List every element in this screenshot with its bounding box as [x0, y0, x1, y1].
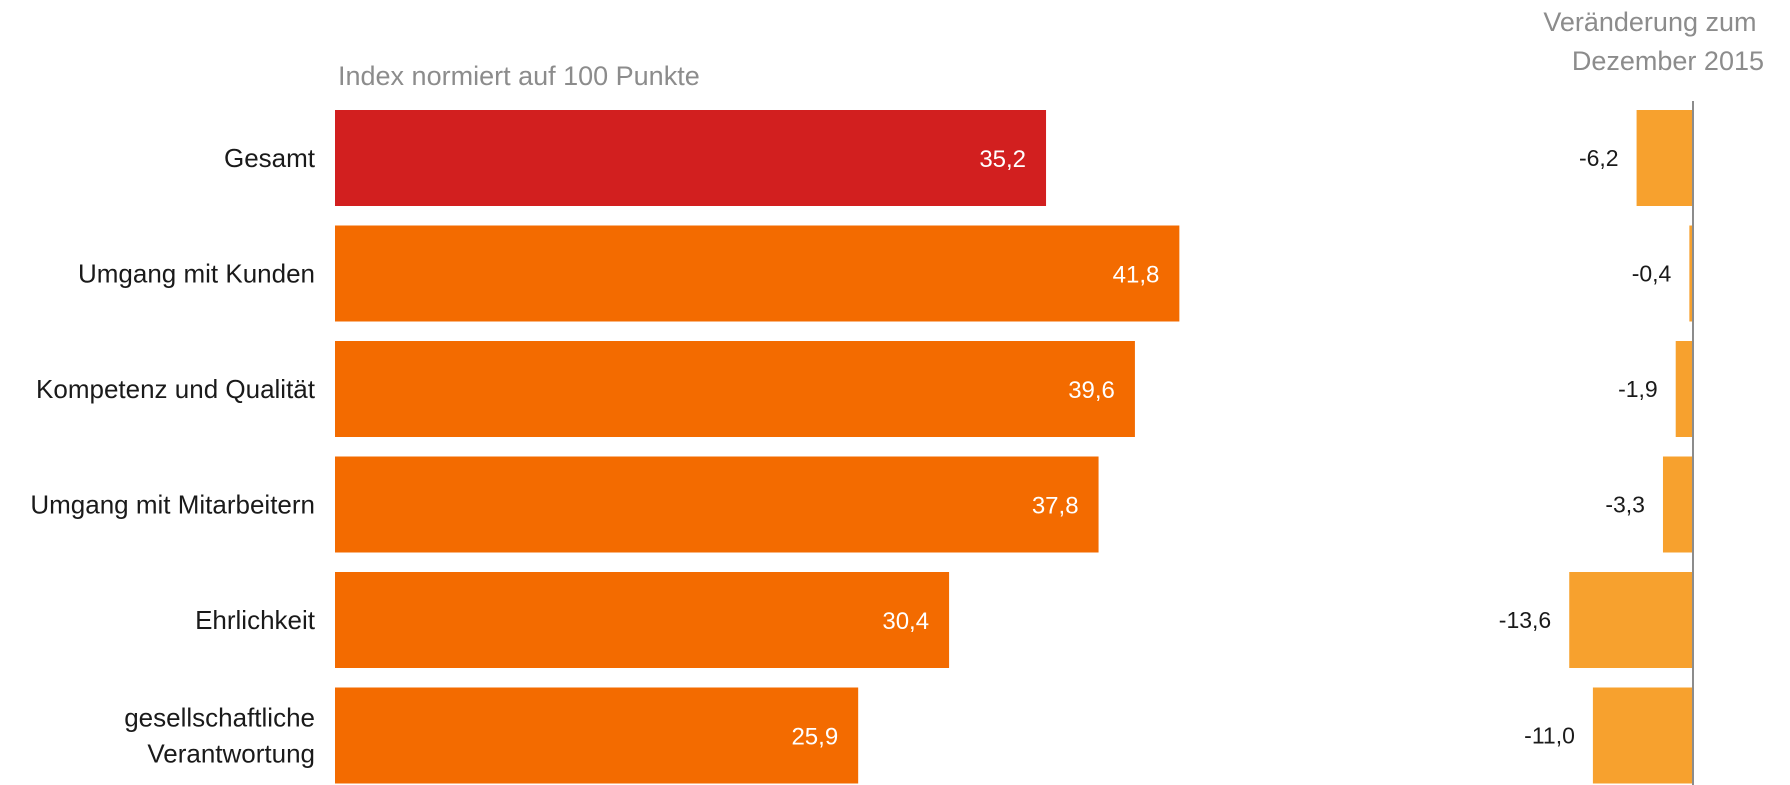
value-label-4: 30,4	[882, 608, 929, 635]
bar-0	[335, 110, 1047, 206]
change-label-1: -0,4	[1632, 261, 1672, 287]
change-label-3: -3,3	[1605, 492, 1645, 518]
change-label-0: -6,2	[1579, 145, 1619, 171]
chart-subtitle: Index normiert auf 100 Punkte	[338, 61, 700, 91]
change-bar-1	[1689, 225, 1693, 322]
change-bar-4	[1569, 572, 1693, 668]
bar-2	[335, 341, 1135, 437]
value-label-3: 37,8	[1032, 493, 1079, 520]
value-label-0: 35,2	[979, 146, 1026, 173]
change-bar-3	[1662, 456, 1693, 553]
category-label-1: Umgang mit Kunden	[78, 259, 315, 289]
bar-4	[335, 572, 950, 668]
value-label-5: 25,9	[791, 724, 838, 751]
change-title-line-2: Dezember 2015	[1572, 46, 1764, 76]
change-label-2: -1,9	[1618, 376, 1658, 402]
change-bar-0	[1636, 110, 1693, 206]
value-label-2: 39,6	[1068, 377, 1115, 404]
change-label-4: -13,6	[1499, 607, 1551, 633]
main-bars: 35,2 Gesamt 41,8 Umgang mit Kunden 39,6 Kompe…	[30, 110, 1180, 784]
change-title-line-1: Veränderung zum	[1543, 7, 1756, 37]
bar-1	[335, 225, 1180, 322]
change-bars: -6,2 -0,4 -1,9 -3,3 -13,6 -11,0	[1499, 110, 1693, 784]
bar-5	[335, 687, 859, 784]
category-label-0: Gesamt	[224, 143, 316, 173]
category-label-4: Ehrlichkeit	[195, 605, 316, 635]
category-label-2: Kompetenz und Qualität	[36, 374, 316, 404]
change-title: Veränderung zum Dezember 2015	[1543, 7, 1764, 76]
change-bar-5	[1592, 687, 1693, 784]
change-label-5: -11,0	[1524, 723, 1575, 749]
change-bar-2	[1675, 341, 1693, 437]
category-label-3: Umgang mit Mitarbeitern	[30, 490, 315, 520]
category-label-5: gesellschaftliche Verantwortung	[124, 703, 315, 769]
value-label-1: 41,8	[1113, 262, 1160, 289]
bar-3	[335, 456, 1099, 553]
